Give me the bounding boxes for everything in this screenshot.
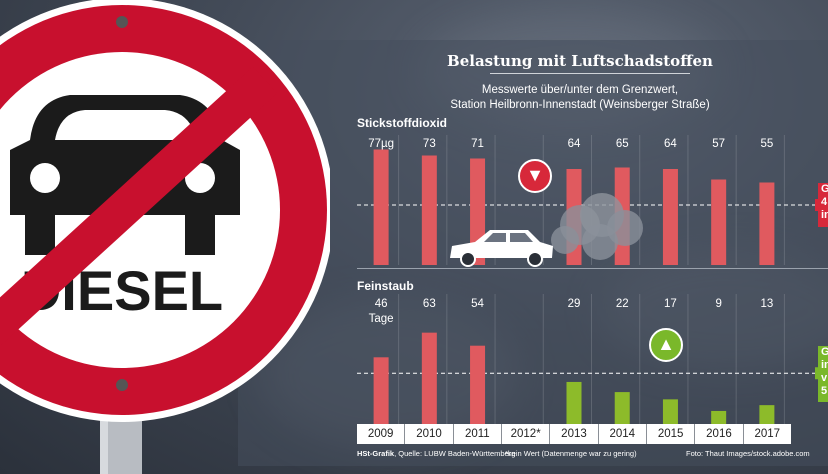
prohibition-bar [0, 66, 278, 347]
year-axis: 2009 2010 2011 2012* 2013 2014 2015 2016 2017 [357, 424, 791, 444]
car-icon [450, 230, 553, 267]
limit-label-no2: G 4 in [818, 183, 828, 227]
year-label: 2012* [502, 424, 551, 444]
value-label: 22 [616, 298, 629, 310]
year-label: 2011 [454, 424, 502, 444]
footer-photo-credit: Foto: Thaut Images/stock.adobe.com [686, 449, 810, 458]
value-label: 13 [760, 298, 773, 310]
value-label: 73 [423, 138, 436, 150]
value-label: 64 [664, 138, 677, 150]
year-label: 2013 [550, 424, 599, 444]
chart-title: Belastung mit Luftschadstoffen [447, 52, 713, 70]
value-label: 17 [664, 298, 677, 310]
year-label: 2010 [405, 424, 454, 444]
section-title-no2: Stickstoffdioxid [357, 116, 448, 130]
year-label: 2017 [754, 428, 781, 440]
bar [662, 169, 678, 265]
bar [662, 399, 678, 424]
value-label: 63 [423, 298, 436, 310]
bar [373, 357, 389, 424]
year-label: 2015 [647, 424, 696, 444]
bar [566, 381, 582, 424]
value-label: 55 [760, 138, 773, 150]
bar [614, 392, 630, 424]
value-label: 54 [471, 298, 484, 310]
value-label: 65 [616, 138, 629, 150]
section-title-pm: Feinstaub [357, 279, 414, 293]
no-diesel-sign: DIESEL [0, 0, 330, 474]
footer-note: *kein Wert (Datenmenge war zu gering) [505, 449, 637, 458]
unit-label: Tage [369, 313, 394, 325]
title-divider [490, 73, 690, 74]
bar [470, 345, 486, 424]
sign-bolt-bottom [116, 379, 128, 391]
value-label: 57 [712, 138, 725, 150]
value-label: 71 [471, 138, 484, 150]
sign-bolt-top [116, 16, 128, 28]
chart-subtitle-line2: Station Heilbronn-Innenstadt (Weinsberge… [450, 99, 710, 111]
value-label: 29 [568, 298, 581, 310]
value-label: 9 [715, 298, 721, 310]
bar [711, 410, 727, 424]
bar [421, 332, 437, 424]
value-label: 46 [375, 298, 388, 310]
year-label: 2016 [695, 424, 744, 444]
year-label: 2009 [357, 424, 406, 444]
bar [759, 405, 775, 424]
thumbs-down-icon: ▼ [518, 159, 552, 193]
bar [373, 149, 389, 265]
chart-subtitle-line1: Messwerte über/unter dem Grenzwert, [481, 84, 679, 96]
limit-label-pm: G in v 5 [818, 346, 828, 402]
value-label: 77µg [368, 138, 394, 150]
section-divider [357, 268, 828, 269]
footer-credit: HSt-Grafik, Quelle: LUBW Baden-Württembe… [357, 449, 516, 458]
bar [759, 182, 775, 265]
bar [421, 155, 437, 265]
value-label: 64 [568, 138, 581, 150]
year-label: 2014 [599, 424, 647, 444]
thumbs-up-icon: ▲ [649, 328, 683, 362]
car-front-icon [10, 95, 240, 255]
exhaust-cloud-icon [551, 193, 643, 260]
bar [711, 179, 727, 265]
